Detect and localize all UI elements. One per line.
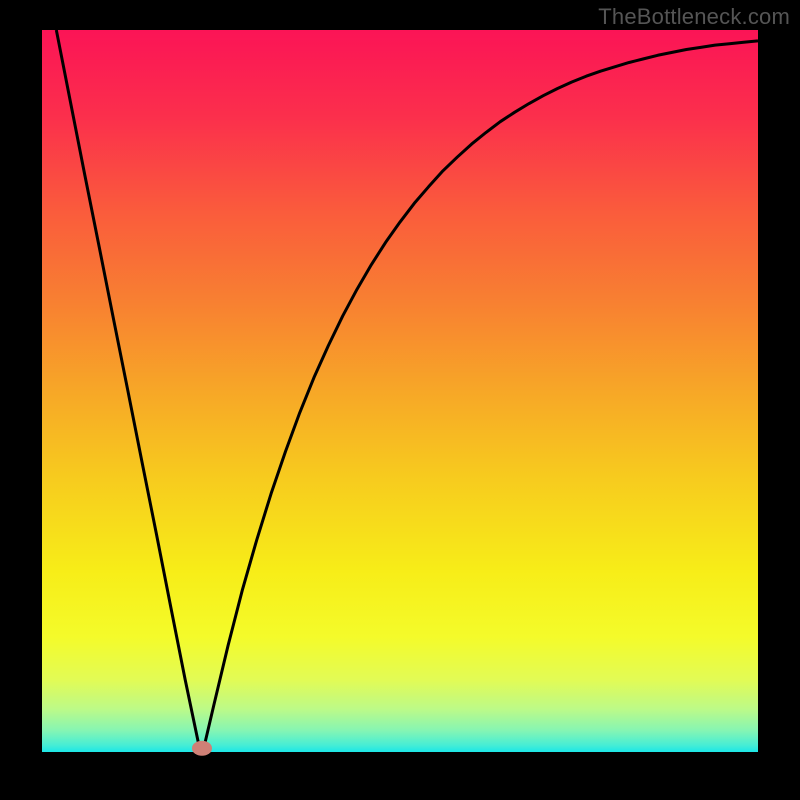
chart-svg (42, 30, 758, 752)
bottleneck-curve (56, 30, 758, 752)
minimum-marker (192, 741, 212, 755)
chart-stage: TheBottleneck.com (0, 0, 800, 800)
plot-area (42, 30, 758, 752)
watermark-text: TheBottleneck.com (598, 4, 790, 30)
